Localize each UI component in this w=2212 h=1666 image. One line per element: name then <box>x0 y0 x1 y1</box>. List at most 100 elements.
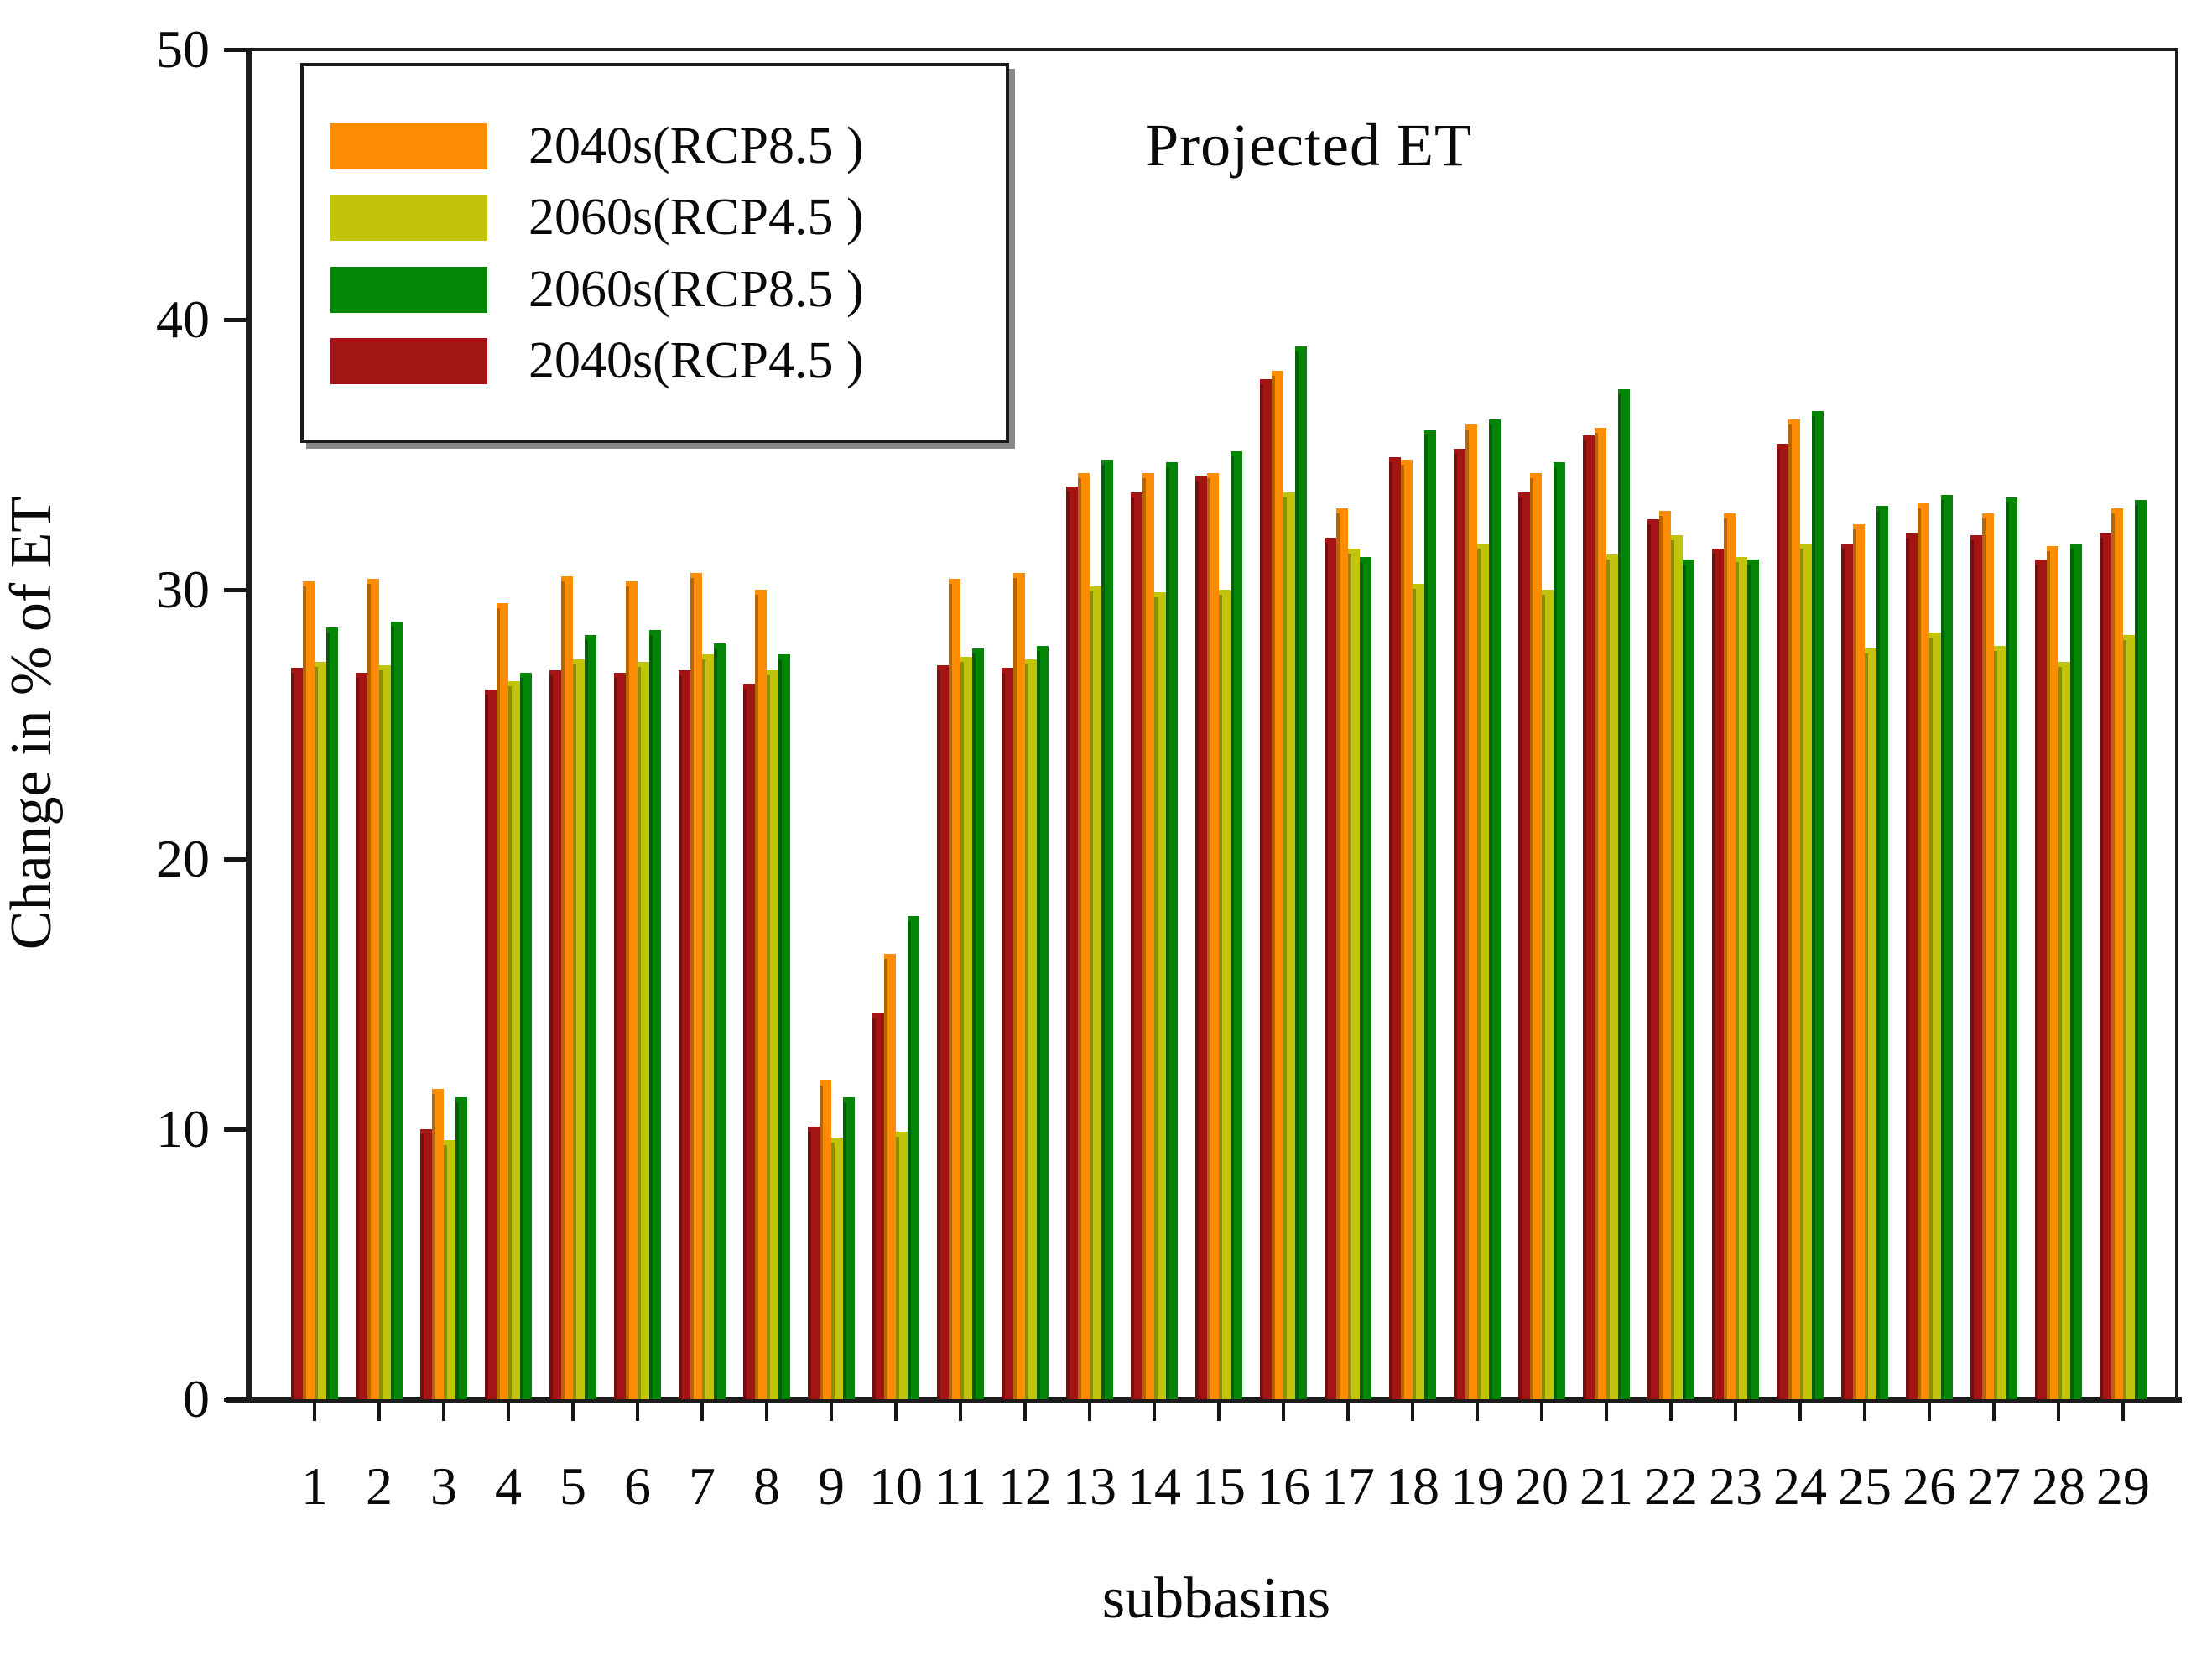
bar-shade-edge <box>1918 508 1921 1399</box>
bar-shade-edge <box>1712 554 1715 1399</box>
x-tick-29 <box>2121 1403 2125 1421</box>
y-tick-label-50: 50 <box>156 19 210 79</box>
bar-shade-edge <box>1142 478 1146 1399</box>
bar-shade-edge <box>1219 595 1222 1399</box>
x-tick-label-1: 1 <box>301 1456 328 1516</box>
bar-2060s-rcp4.5--subbasin-27 <box>1994 646 2006 1399</box>
bar-shade-edge <box>1154 597 1158 1399</box>
bar-2060s-rcp8.5--subbasin-8 <box>778 654 790 1399</box>
bar-shade-edge <box>1595 433 1598 1399</box>
bar-shade-edge <box>1724 518 1727 1399</box>
bar-shade-edge <box>808 1132 811 1399</box>
bar-2060s-rcp8.5--subbasin-28 <box>2070 544 2082 1399</box>
bar-shade-edge <box>884 959 887 1399</box>
x-tick-18 <box>1411 1403 1414 1421</box>
bar-2060s-rcp8.5--subbasin-29 <box>2135 500 2147 1399</box>
y-tick-label-10: 10 <box>156 1099 210 1158</box>
bar-shade-edge <box>1647 524 1651 1399</box>
bar-shade-edge <box>1389 462 1392 1399</box>
bar-shade-edge <box>303 586 306 1399</box>
x-tick-label-8: 8 <box>753 1456 780 1516</box>
bar-2040s-rcp8.5--subbasin-28 <box>2047 546 2058 1399</box>
x-tick-label-7: 7 <box>689 1456 716 1516</box>
bar-2060s-rcp4.5--subbasin-22 <box>1671 535 1683 1399</box>
bar-2060s-rcp8.5--subbasin-5 <box>585 635 596 1399</box>
y-axis-label: Change in % of ET <box>0 496 64 950</box>
bar-shade-edge <box>1994 651 1997 1399</box>
x-tick-label-17: 17 <box>1321 1456 1375 1516</box>
bar-2040s-rcp8.5--subbasin-16 <box>1272 371 1283 1399</box>
bar-2040s-rcp8.5--subbasin-10 <box>884 954 896 1399</box>
legend-box: 2040s(RCP8.5 ) 2060s(RCP4.5 ) 2060s(RCP8.5… <box>300 63 1009 443</box>
x-tick-label-26: 26 <box>1902 1456 1956 1516</box>
bar-2060s-rcp4.5--subbasin-8 <box>767 670 778 1399</box>
bar-2040s-rcp4.5--subbasin-15 <box>1195 476 1207 1399</box>
bar-2040s-rcp4.5--subbasin-23 <box>1712 549 1724 1399</box>
x-tick-label-3: 3 <box>430 1456 457 1516</box>
y-tick-label-30: 30 <box>156 560 210 619</box>
legend-swatch-3 <box>330 267 487 313</box>
bar-2060s-rcp8.5--subbasin-22 <box>1683 560 1694 1399</box>
bar-2060s-rcp4.5--subbasin-12 <box>1025 659 1037 1399</box>
bar-shade-edge <box>1037 651 1040 1399</box>
bar-shade-edge <box>1489 424 1492 1399</box>
bar-shade-edge <box>1465 430 1469 1399</box>
x-axis-line <box>226 1397 2182 1403</box>
bar-shade-edge <box>1683 565 1686 1399</box>
bar-2040s-rcp4.5--subbasin-24 <box>1777 444 1788 1399</box>
bar-shade-edge <box>1025 664 1028 1399</box>
bar-shade-edge <box>1477 549 1481 1399</box>
bar-shade-edge <box>820 1086 823 1399</box>
x-tick-8 <box>765 1403 768 1421</box>
bar-2060s-rcp8.5--subbasin-25 <box>1876 506 1888 1399</box>
y-tick-label-40: 40 <box>156 289 210 349</box>
x-tick-3 <box>442 1403 445 1421</box>
bar-shade-edge <box>2111 513 2115 1399</box>
bar-2040s-rcp4.5--subbasin-22 <box>1647 519 1659 1399</box>
x-tick-22 <box>1669 1403 1673 1421</box>
x-tick-label-12: 12 <box>998 1456 1052 1516</box>
bar-shade-edge <box>573 664 576 1399</box>
x-tick-16 <box>1282 1403 1285 1421</box>
bar-shade-edge <box>1970 540 1974 1399</box>
x-tick-23 <box>1734 1403 1737 1421</box>
bar-2060s-rcp8.5--subbasin-4 <box>520 673 532 1399</box>
bar-shade-edge <box>1207 478 1210 1399</box>
bar-2040s-rcp8.5--subbasin-20 <box>1530 473 1542 1399</box>
bar-2040s-rcp4.5--subbasin-25 <box>1841 544 1853 1399</box>
chart-title: Projected ET <box>1145 112 1472 179</box>
bar-2040s-rcp4.5--subbasin-27 <box>1970 535 1982 1399</box>
legend-label-3: 2060s(RCP8.5 ) <box>528 261 864 318</box>
bar-2040s-rcp8.5--subbasin-27 <box>1982 513 1994 1399</box>
bar-2040s-rcp8.5--subbasin-24 <box>1788 419 1800 1399</box>
bar-shade-edge <box>1659 516 1663 1399</box>
bar-shade-edge <box>1272 376 1275 1399</box>
x-tick-label-4: 4 <box>495 1456 522 1516</box>
bar-2060s-rcp8.5--subbasin-1 <box>326 627 338 1399</box>
bar-2040s-rcp8.5--subbasin-17 <box>1336 508 1348 1399</box>
bar-shade-edge <box>778 659 782 1399</box>
bar-2040s-rcp4.5--subbasin-28 <box>2035 560 2047 1399</box>
legend-item: 2060s(RCP8.5 ) <box>304 261 1006 318</box>
bar-2040s-rcp4.5--subbasin-10 <box>872 1013 884 1399</box>
bar-shade-edge <box>2006 502 2009 1399</box>
bar-2060s-rcp8.5--subbasin-19 <box>1489 419 1501 1399</box>
bar-shade-edge <box>1583 440 1586 1399</box>
bar-2060s-rcp4.5--subbasin-14 <box>1154 592 1166 1399</box>
bar-2060s-rcp8.5--subbasin-27 <box>2006 497 2017 1399</box>
bar-shade-edge <box>561 581 565 1399</box>
bar-shade-edge <box>1606 560 1610 1399</box>
bar-2060s-rcp8.5--subbasin-23 <box>1747 560 1759 1399</box>
x-tick-label-22: 22 <box>1644 1456 1698 1516</box>
x-tick-14 <box>1153 1403 1156 1421</box>
bar-2040s-rcp8.5--subbasin-9 <box>820 1080 831 1399</box>
bar-shade-edge <box>549 675 553 1399</box>
bar-2040s-rcp4.5--subbasin-29 <box>2100 533 2111 1399</box>
bar-shade-edge <box>1002 673 1005 1399</box>
bar-shade-edge <box>1195 481 1199 1399</box>
bar-2040s-rcp4.5--subbasin-20 <box>1518 492 1530 1399</box>
legend-item: 2060s(RCP4.5 ) <box>304 189 1006 246</box>
bar-2040s-rcp4.5--subbasin-26 <box>1906 533 1918 1399</box>
bar-shade-edge <box>679 675 682 1399</box>
